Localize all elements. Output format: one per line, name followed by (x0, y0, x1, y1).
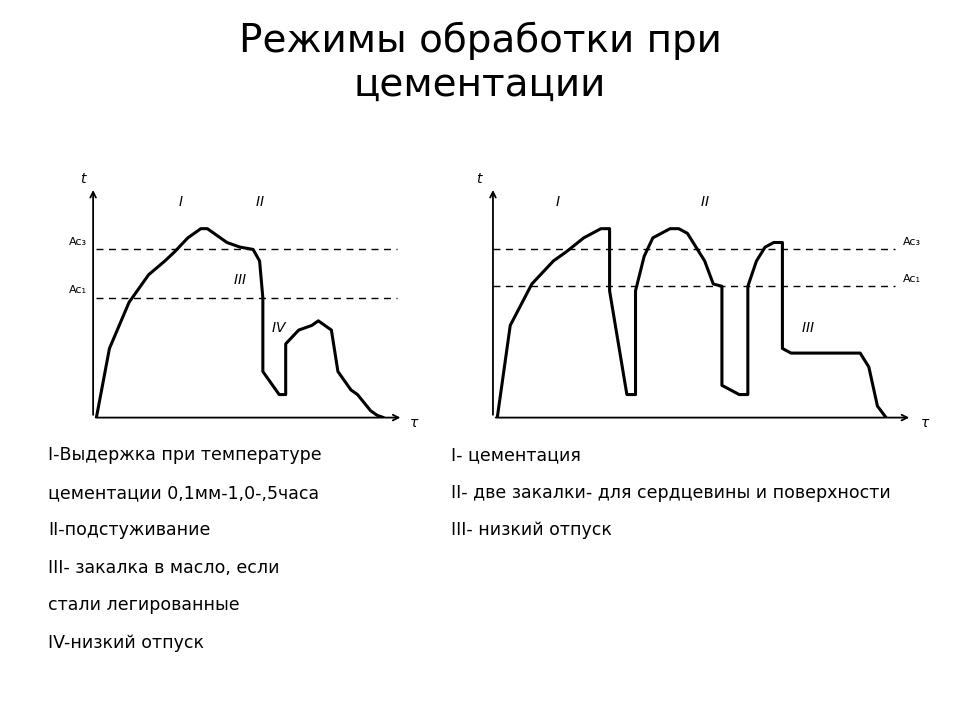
Text: Ac₁: Ac₁ (903, 274, 922, 284)
Text: τ: τ (921, 416, 929, 430)
Text: τ: τ (410, 416, 419, 430)
Text: III- закалка в масло, если: III- закалка в масло, если (48, 559, 279, 577)
Text: цементации 0,1мм-1,0-,5часа: цементации 0,1мм-1,0-,5часа (48, 484, 319, 502)
Text: I- цементация: I- цементация (451, 446, 581, 464)
Text: Режимы обработки при
цементации: Режимы обработки при цементации (239, 22, 721, 104)
Text: $\mathit{I}$: $\mathit{I}$ (179, 194, 184, 209)
Text: $\mathit{III}$: $\mathit{III}$ (233, 273, 247, 287)
Text: $\mathit{I}$: $\mathit{I}$ (555, 194, 561, 209)
Text: Ac₁: Ac₁ (68, 286, 86, 295)
Text: $\mathit{II}$: $\mathit{II}$ (254, 194, 265, 209)
Text: $\mathit{IV}$: $\mathit{IV}$ (271, 321, 287, 336)
Text: IV-низкий отпуск: IV-низкий отпуск (48, 634, 204, 652)
Text: t: t (80, 171, 85, 186)
Text: I-Выдержка при температуре: I-Выдержка при температуре (48, 446, 322, 464)
Text: II- две закалки- для сердцевины и поверхности: II- две закалки- для сердцевины и поверх… (451, 484, 891, 502)
Text: II-подстуживание: II-подстуживание (48, 521, 210, 539)
Text: t: t (476, 171, 481, 186)
Text: Ac₃: Ac₃ (68, 237, 86, 247)
Text: III- низкий отпуск: III- низкий отпуск (451, 521, 612, 539)
Text: стали легированные: стали легированные (48, 596, 240, 614)
Text: Ac₃: Ac₃ (903, 237, 922, 247)
Text: $\mathit{III}$: $\mathit{III}$ (802, 321, 815, 336)
Text: $\mathit{II}$: $\mathit{II}$ (700, 194, 709, 209)
